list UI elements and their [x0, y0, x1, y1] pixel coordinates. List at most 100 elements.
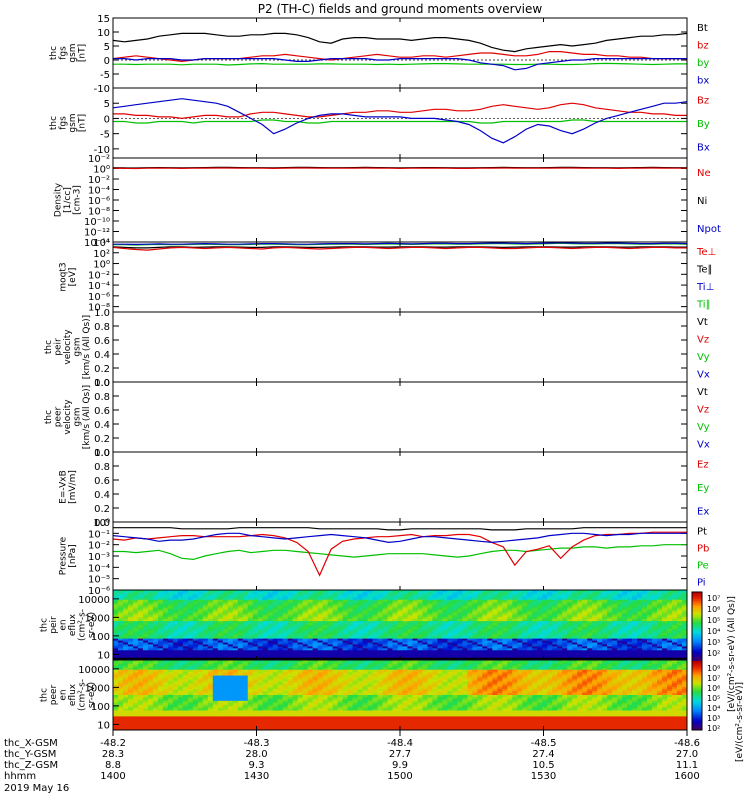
spectrogram-cell: [252, 593, 259, 597]
spectrogram-cell: [672, 650, 678, 653]
spectrogram-cell: [447, 591, 453, 595]
spectrogram-cell: [327, 590, 334, 593]
spectrogram-cell: [447, 617, 453, 620]
spectrogram-cell: [372, 636, 378, 640]
spectrogram-cell: [557, 601, 563, 605]
spectrogram-cell: [113, 626, 119, 630]
spectrogram-cell: [127, 720, 134, 723]
spectrogram-cell: [482, 625, 488, 628]
spectrogram-cell: [402, 607, 408, 610]
spectrogram-cell: [447, 650, 453, 653]
spectrogram-cell: [282, 599, 289, 603]
spectrogram-cell: [147, 621, 154, 624]
spectrogram-cell: [512, 636, 518, 640]
spectrogram-cell: [532, 640, 538, 643]
y-tick-label: 10²: [93, 249, 110, 260]
spectrogram-cell: [632, 625, 638, 628]
spectrogram-cell: [377, 611, 383, 614]
spectrogram-cell: [332, 613, 339, 616]
spectrogram-cell: [672, 611, 678, 614]
spectrogram-cell: [652, 607, 658, 610]
spectrogram-cell: [647, 621, 653, 624]
spectrogram-cell: [232, 597, 239, 601]
spectrogram-cell: [247, 623, 254, 626]
spectrogram-cell: [507, 601, 513, 605]
spectrogram-cell: [552, 595, 558, 599]
spectrogram-cell: [312, 652, 319, 655]
spectrogram-cell: [317, 599, 324, 603]
spectrogram-cell: [607, 599, 613, 603]
spectrogram-cell: [572, 591, 578, 595]
spectrogram-cell: [592, 607, 598, 610]
spectrogram-cell: [557, 595, 563, 599]
spectrogram-cell: [342, 638, 348, 641]
spectrogram-cell: [212, 646, 219, 649]
spectrogram-cell: [672, 609, 678, 612]
spectrogram-cell: [307, 613, 314, 616]
spectrogram-cell: [667, 644, 673, 647]
spectrogram-cell: [152, 646, 159, 649]
spectrogram-cell: [397, 650, 403, 653]
spectrogram-cell: [137, 716, 144, 719]
spectrogram-cell: [677, 591, 683, 595]
spectrogram-cell: [162, 704, 169, 708]
spectrogram-cell: [147, 691, 154, 694]
spectrogram-cell: [642, 646, 648, 649]
spectrogram-cell: [117, 714, 124, 717]
spectrogram-cell: [442, 625, 448, 628]
spectrogram-cell: [197, 656, 204, 659]
spectrogram-cell: [292, 644, 299, 647]
spectrogram-cell: [467, 640, 473, 643]
spectrogram-cell: [287, 601, 294, 605]
spectrogram-cell: [122, 638, 129, 641]
spectrogram-cell: [642, 630, 648, 634]
spectrogram-cell: [357, 591, 363, 595]
spectrogram-cell: [617, 636, 623, 640]
spectrogram-cell: [412, 621, 418, 624]
spectrogram-cell: [422, 656, 428, 659]
spectrogram-cell: [537, 656, 543, 659]
spectrogram-cell: [512, 615, 518, 618]
spectrogram-cell: [167, 704, 174, 708]
spectrogram-cell: [332, 642, 339, 645]
spectrogram-cell: [447, 613, 453, 616]
spectrogram-cell: [282, 654, 289, 657]
spectrogram-cell: [532, 605, 538, 608]
spectrogram-cell: [122, 710, 129, 713]
spectrogram-cell: [592, 611, 598, 614]
spectrogram-cell: [432, 601, 438, 605]
spectrogram-cell: [327, 593, 334, 597]
spectrogram-cell: [142, 613, 149, 616]
spectrogram-cell: [347, 595, 353, 599]
spectrogram-cell: [212, 621, 219, 624]
spectrogram-cell: [347, 648, 353, 651]
spectrogram-cell: [287, 613, 294, 616]
y-tick-label: 15: [97, 14, 110, 25]
spectrogram-cell: [407, 646, 413, 649]
spectrogram-cell: [197, 652, 204, 655]
spectrogram-cell: [582, 607, 588, 610]
spectrogram-cell: [157, 683, 164, 686]
spectrogram-cell: [472, 636, 478, 640]
spectrogram-cell: [507, 619, 513, 622]
spectrogram-cell: [167, 708, 174, 711]
spectrogram-cell: [407, 636, 413, 640]
spectrogram-cell: [522, 652, 528, 655]
spectrogram-cell: [622, 648, 628, 651]
spectrogram-cell: [552, 628, 558, 632]
spectrogram-cell: [632, 646, 638, 649]
spectrogram-cell: [307, 632, 314, 636]
spectrogram-cell: [422, 609, 428, 612]
spectrogram-cell: [287, 648, 294, 651]
spectrogram-cell: [632, 615, 638, 618]
spectrogram-cell: [272, 642, 279, 645]
spectrogram-cell: [552, 621, 558, 624]
spectrogram-cell: [117, 599, 124, 603]
y-axis-label: gsm: [73, 407, 83, 426]
spectrogram-cell: [372, 593, 378, 597]
spectrogram-cell: [277, 650, 284, 653]
spectrogram-cell: [542, 644, 548, 647]
spectrogram-cell: [492, 599, 498, 603]
spectrogram-cell: [467, 656, 473, 659]
spectrogram-cell: [462, 601, 468, 605]
